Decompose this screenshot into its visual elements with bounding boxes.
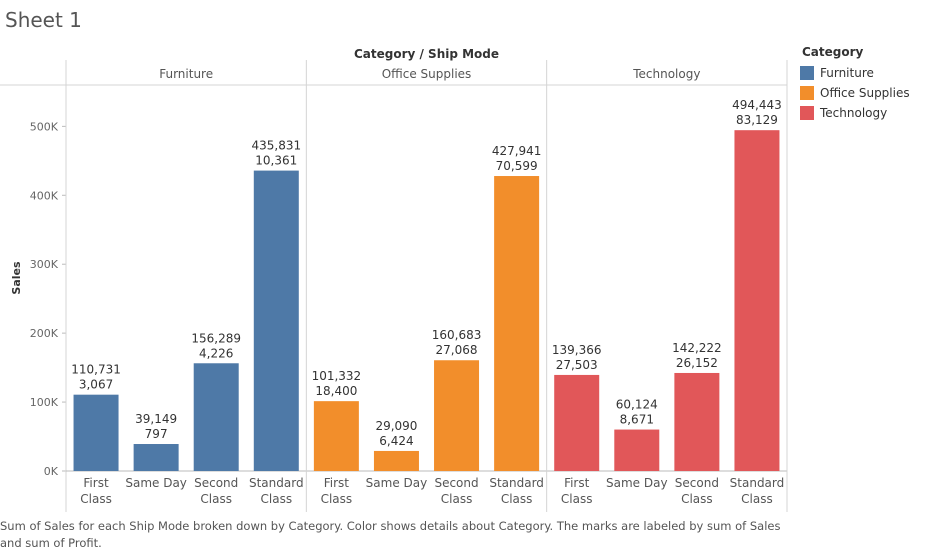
y-axis-label: Sales [10,261,23,295]
bar [554,374,600,471]
bar-chart: Category / Ship Mode Sales 0K 100K 200K 300K 4… [0,47,788,512]
x-tick-label: Standard [249,476,304,490]
sales-data-label: 142,222 [672,341,722,355]
x-tick-label: First [324,476,350,490]
x-tick-label: Class [80,492,112,506]
profit-data-label: 3,067 [79,378,113,392]
x-tick-label: Class [681,492,713,506]
sales-data-label: 39,149 [135,412,177,426]
footer-caption: Sum of Sales for each Ship Mode broken d… [0,519,781,550]
header-title: Category / Ship Mode [354,47,499,61]
bar [313,401,359,471]
x-tick-label: Same Day [366,476,428,490]
profit-data-label: 797 [145,427,168,441]
sales-data-label: 427,941 [492,144,542,158]
legend-item-technology[interactable]: Technology [800,103,935,123]
profit-data-label: 6,424 [379,434,413,448]
bar [734,130,780,471]
legend-item-furniture[interactable]: Furniture [800,63,935,83]
legend-item-office-supplies[interactable]: Office Supplies [800,83,935,103]
sales-data-label: 494,443 [732,98,782,112]
legend: Category Furniture Office Supplies Techn… [800,45,935,123]
profit-data-label: 10,361 [255,154,297,168]
legend-label: Furniture [820,66,874,80]
sales-data-label: 29,090 [375,419,417,433]
y-tick-label: 400K [30,189,59,202]
legend-swatch [800,86,814,100]
bar [674,372,720,471]
bar [133,444,179,471]
pane-header: Technology [632,67,700,81]
x-tick-label: Second [675,476,719,490]
legend-label: Technology [820,106,888,120]
pane-header: Furniture [159,67,213,81]
x-tick-label: Standard [730,476,785,490]
profit-data-label: 26,152 [676,356,718,370]
profit-data-label: 18,400 [315,384,357,398]
x-tick-label: Class [741,492,773,506]
profit-data-label: 27,068 [436,343,478,357]
y-tick-label: 100K [30,396,59,409]
y-tick-label: 200K [30,327,59,340]
profit-data-label: 83,129 [736,113,778,127]
sales-data-label: 160,683 [432,328,482,342]
sheet-title: Sheet 1 [5,8,82,32]
legend-swatch [800,66,814,80]
y-tick-label: 0K [44,465,59,478]
bar [253,170,299,471]
x-tick-label: Class [321,492,353,506]
x-tick-label: Standard [489,476,544,490]
sales-data-label: 156,289 [191,331,241,345]
x-tick-label: Class [441,492,473,506]
profit-data-label: 27,503 [556,358,598,372]
profit-data-label: 70,599 [496,159,538,173]
x-tick-label: Same Day [125,476,187,490]
x-tick-label: First [83,476,109,490]
x-tick-label: Class [561,492,593,506]
x-tick-label: Class [501,492,533,506]
profit-data-label: 4,226 [199,346,233,360]
profit-data-label: 8,671 [620,413,654,427]
sales-data-label: 110,731 [71,363,121,377]
bar [73,394,119,471]
x-tick-label: First [564,476,590,490]
x-tick-label: Second [194,476,238,490]
sales-data-label: 101,332 [312,369,362,383]
legend-swatch [800,106,814,120]
legend-title: Category [802,45,864,59]
bar [193,363,239,471]
x-tick-label: Second [434,476,478,490]
sales-data-label: 60,124 [616,398,658,412]
sales-data-label: 139,366 [552,343,602,357]
pane-header: Office Supplies [382,67,472,81]
sales-data-label: 435,831 [251,139,301,153]
bar [434,360,480,471]
legend-label: Office Supplies [820,86,910,100]
y-tick-label: 300K [30,258,59,271]
x-tick-label: Class [200,492,232,506]
x-tick-label: Same Day [606,476,668,490]
bar [373,450,419,471]
bar [614,429,660,471]
y-tick-label: 500K [30,120,59,133]
x-tick-label: Class [261,492,293,506]
bar [494,176,540,472]
